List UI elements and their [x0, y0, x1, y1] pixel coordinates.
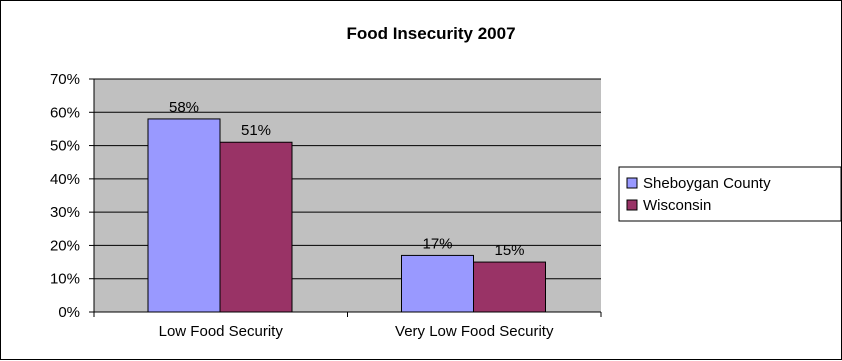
y-tick-label: 20%: [50, 237, 80, 254]
chart-title: Food Insecurity 2007: [346, 24, 515, 43]
legend-box: [618, 166, 842, 222]
y-tick-label: 70%: [50, 71, 80, 88]
bar: [401, 254, 474, 313]
y-tick-label: 0%: [58, 304, 80, 321]
plot-area: 0% 10% 20% 30% 40% 50% 60% 70% 58% 51% Low Food Se…: [50, 71, 602, 340]
bar: [147, 118, 221, 313]
x-tick-label: Very Low Food Security: [395, 323, 554, 340]
legend-swatch: [626, 177, 638, 189]
y-tick-label: 60%: [50, 104, 80, 121]
data-label: 15%: [494, 242, 524, 259]
legend: Sheboygan County Wisconsin: [618, 166, 842, 222]
legend-swatch: [626, 199, 638, 211]
y-tick-label: 50%: [50, 138, 80, 155]
y-tick-label: 30%: [50, 204, 80, 221]
legend-label: Sheboygan County: [643, 175, 771, 192]
bar: [473, 261, 546, 313]
y-tick-label: 40%: [50, 171, 80, 188]
data-label: 17%: [422, 235, 452, 252]
data-label: 58%: [169, 99, 199, 116]
y-tick-label: 10%: [50, 271, 80, 288]
data-label: 51%: [241, 122, 271, 139]
legend-label: Wisconsin: [643, 197, 711, 214]
x-tick-label: Low Food Security: [159, 323, 284, 340]
bar: [219, 141, 293, 313]
